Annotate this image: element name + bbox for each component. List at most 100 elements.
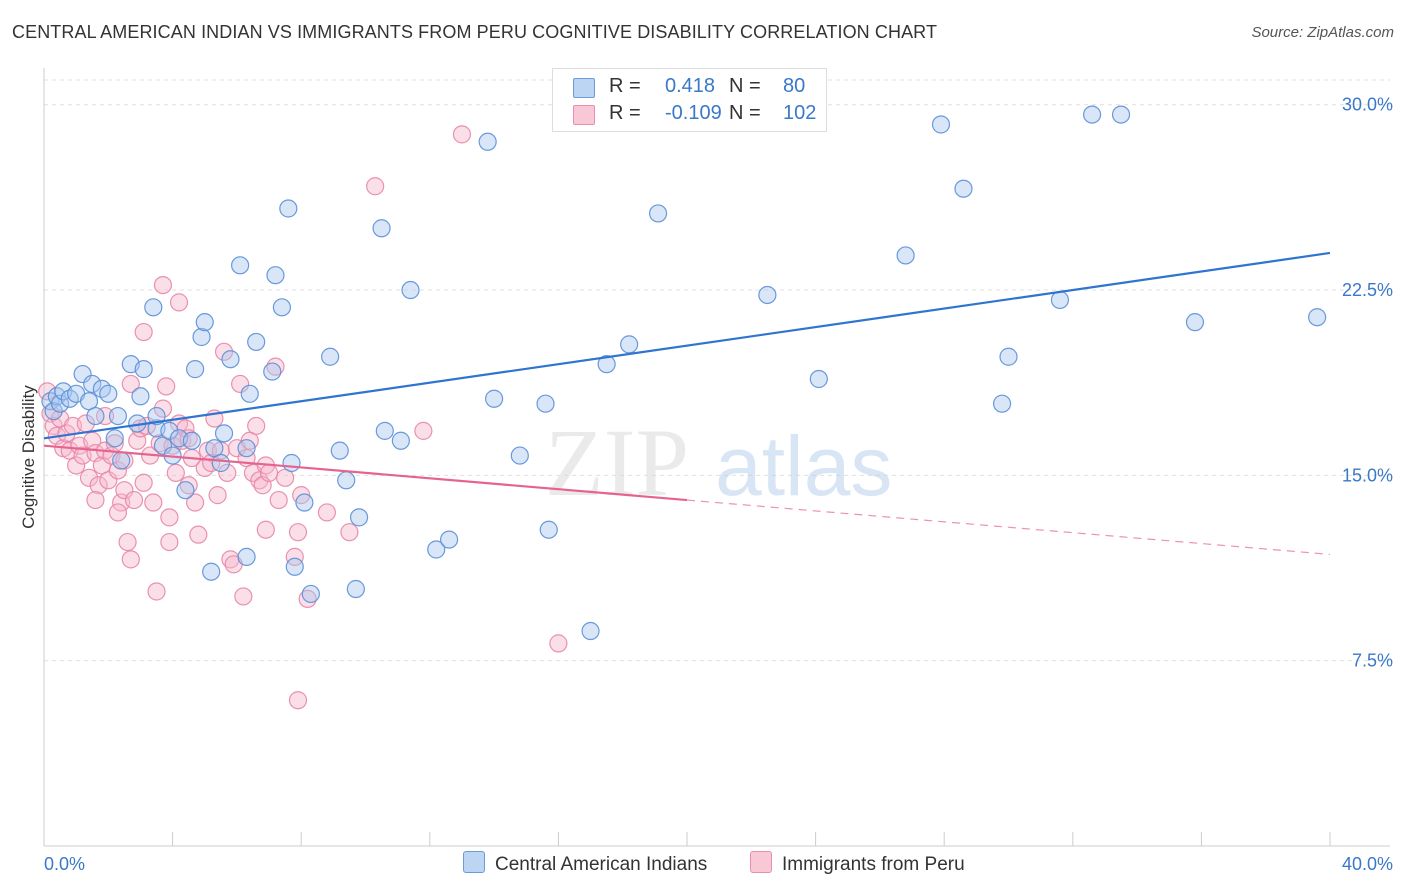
legend-swatch-blue — [573, 78, 595, 98]
data-point-central-american-indian — [105, 429, 124, 448]
data-point-peru — [231, 374, 250, 394]
legend-r-label: R = — [609, 75, 641, 97]
data-point-peru — [218, 463, 237, 482]
data-point-peru — [256, 520, 275, 539]
data-point-peru — [169, 293, 189, 312]
data-point-peru — [186, 493, 205, 512]
y-axis-label: Cognitive Disability — [19, 385, 38, 529]
data-point-peru — [298, 589, 317, 609]
data-point-central-american-indian — [86, 406, 105, 426]
data-point-central-american-indian — [349, 508, 369, 527]
data-point-central-american-indian — [401, 280, 420, 300]
data-point-peru — [160, 532, 179, 552]
data-point-central-american-indian — [597, 355, 616, 374]
grid-lines — [44, 79, 1390, 662]
data-point-peru — [234, 587, 253, 606]
trend-line-immigrants-from-peru-extrapolated — [686, 499, 1331, 556]
bottom-legend-label: Immigrants from Peru — [782, 854, 965, 875]
data-point-central-american-indian — [1308, 308, 1327, 327]
data-point-central-american-indian — [240, 384, 259, 403]
data-point-central-american-indian — [478, 132, 497, 151]
data-point-peru — [247, 416, 266, 436]
data-point-central-american-indian — [134, 360, 153, 379]
data-point-peru — [115, 481, 134, 500]
data-point-central-american-indian — [295, 493, 314, 512]
legend-n-value: 80 — [783, 75, 806, 97]
data-point-peru — [157, 377, 176, 396]
source-label: Source: ZipAtlas.com — [1251, 24, 1394, 41]
data-point-central-american-indian — [346, 579, 365, 599]
legend-r-value: 0.418 — [665, 75, 716, 97]
data-point-peru — [121, 374, 140, 394]
data-point-peru — [452, 125, 472, 144]
data-point-peru — [108, 503, 128, 522]
data-point-peru — [166, 463, 185, 482]
data-point-central-american-indian — [83, 374, 102, 394]
data-point-central-american-indian — [896, 246, 915, 265]
data-point-central-american-indian — [263, 362, 282, 381]
data-point-central-american-indian — [182, 431, 201, 450]
data-point-central-american-indian — [485, 389, 504, 408]
data-point-peru — [99, 471, 118, 490]
correlation-legend: R = 0.418 N = 80 R = -0.109 N = 102 — [552, 68, 827, 132]
data-point-central-american-indian — [992, 394, 1012, 413]
data-point-central-american-indian — [237, 439, 256, 458]
data-point-peru — [134, 322, 153, 342]
data-point-central-american-indian — [147, 406, 166, 426]
data-point-peru — [163, 436, 182, 455]
y-tick-label: 15.0% — [1342, 465, 1393, 485]
data-point-peru — [134, 473, 153, 492]
data-point-central-american-indian — [1050, 290, 1070, 310]
data-point-peru — [89, 476, 108, 495]
trend-line-immigrants-from-peru — [43, 444, 688, 502]
data-point-peru — [86, 490, 105, 510]
data-point-central-american-indian — [539, 520, 558, 539]
data-point-central-american-indian — [192, 327, 211, 347]
data-point-central-american-indian — [237, 547, 256, 566]
data-point-peru — [153, 399, 173, 418]
watermark-zip: ZIP — [545, 409, 689, 516]
data-point-central-american-indian — [1185, 313, 1205, 332]
data-point-peru — [79, 468, 99, 487]
legend-r-value: -0.109 — [665, 102, 722, 124]
data-point-central-american-indian — [510, 446, 529, 465]
data-point-peru — [67, 456, 86, 475]
legend-n-label: N = — [729, 102, 761, 124]
data-point-central-american-indian — [809, 369, 828, 389]
data-point-central-american-indian — [337, 471, 356, 490]
data-point-central-american-indian — [375, 421, 394, 440]
tick-labels: 7.5% 15.0% 22.5% 30.0% 0.0% 40.0% — [44, 95, 1393, 874]
data-point-central-american-indian — [999, 347, 1018, 366]
data-point-central-american-indian — [279, 199, 298, 218]
data-point-central-american-indian — [620, 335, 639, 354]
data-point-peru — [121, 550, 140, 569]
bottom-legend-swatch-pink — [750, 851, 772, 873]
data-point-central-american-indian — [44, 402, 63, 421]
data-point-central-american-indian — [581, 621, 600, 641]
chart-title: CENTRAL AMERICAN INDIAN VS IMMIGRANTS FR… — [12, 22, 938, 42]
bottom-legend-immigrants-from-peru: Immigrants from Peru — [750, 851, 965, 876]
data-point-peru — [179, 429, 198, 448]
data-point-central-american-indian — [954, 179, 973, 198]
data-point-peru — [118, 532, 137, 552]
data-point-peru — [153, 275, 173, 295]
y-tick-label: 30.0% — [1342, 95, 1393, 115]
data-point-central-american-indian — [648, 204, 668, 223]
axes — [43, 68, 1390, 847]
bottom-legend-swatch-blue — [463, 851, 485, 873]
data-point-peru — [288, 691, 308, 710]
data-point-peru — [366, 177, 385, 196]
data-point-central-american-indian — [247, 332, 266, 352]
x-tick-label: 40.0% — [1342, 854, 1393, 874]
data-point-peru — [144, 493, 163, 512]
data-point-central-american-indian — [73, 364, 92, 384]
data-point-peru — [317, 503, 337, 522]
data-point-central-american-indian — [131, 387, 150, 406]
series-central-american-indians — [41, 105, 1327, 641]
data-point-peru — [259, 463, 279, 482]
data-point-central-american-indian — [144, 298, 163, 317]
x-tick-label: 0.0% — [44, 854, 85, 874]
trend-lines — [43, 251, 1331, 556]
data-point-peru — [147, 582, 166, 601]
